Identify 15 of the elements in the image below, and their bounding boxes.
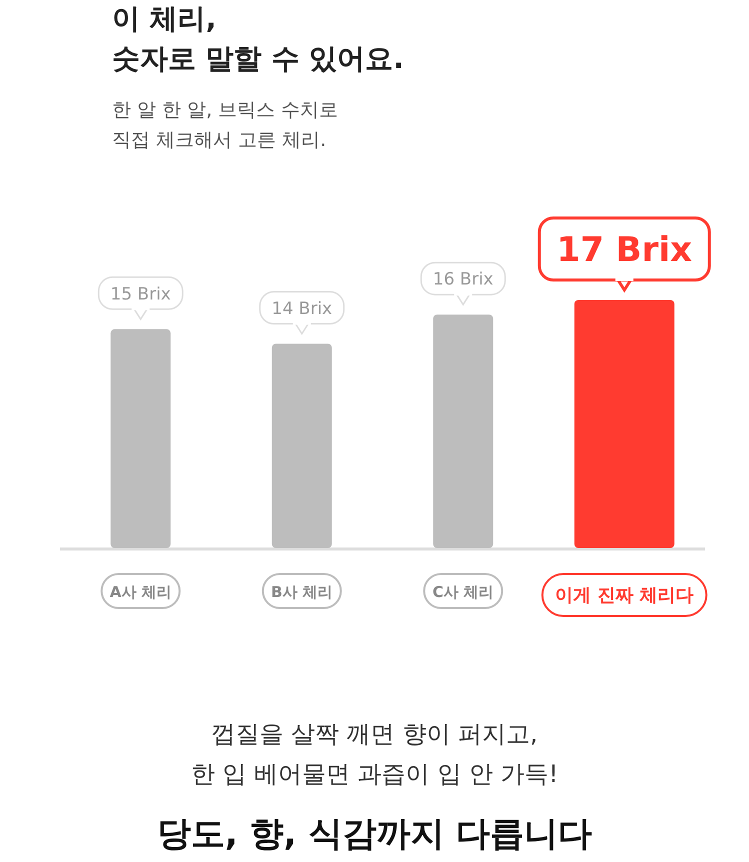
bar (110, 329, 171, 548)
x-tick-label: 이게 진짜 체리다 (555, 585, 694, 606)
x-tick-label: C사 체리 (432, 583, 494, 601)
text: 껍질을 살짝 깨면 향이 퍼지고, 한 입 베어물면 과즙이 입 안 가득! (190, 720, 558, 788)
chart-title: 이 체리, 숫자로 말할 수 있어요. (112, 2, 404, 75)
bar (433, 314, 494, 548)
data-label: 17 Brix (556, 230, 692, 270)
bar (272, 344, 332, 548)
data-label: 14 Brix (272, 298, 332, 319)
text: 당도, 향, 식감까지 다릅니다 (156, 814, 592, 854)
x-tick-label: A사 체리 (110, 583, 172, 601)
data-label: 16 Brix (432, 270, 494, 290)
x-tick-label: B사 체리 (271, 583, 333, 601)
data-label: 15 Brix (110, 284, 171, 304)
chart-subtitle: 한 알 한 알, 브릭스 수치로 직접 체크해서 고른 체리. (112, 99, 338, 151)
